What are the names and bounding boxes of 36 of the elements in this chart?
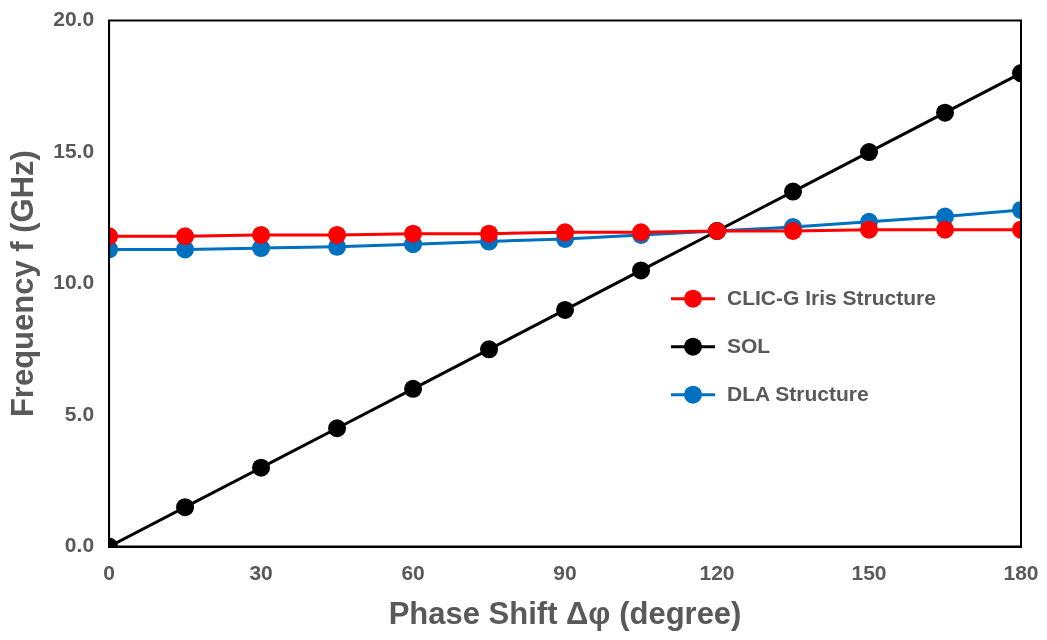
point <box>252 458 271 477</box>
point <box>176 498 195 517</box>
point <box>556 223 575 242</box>
x-tick-label: 150 <box>851 561 887 584</box>
point <box>784 222 803 240</box>
point <box>480 224 499 243</box>
x-tick-label: 30 <box>249 561 273 584</box>
y-tick-label: 10.0 <box>53 270 95 294</box>
x-tick-label: 180 <box>1003 561 1039 584</box>
point <box>936 220 955 239</box>
legend-label: DLA Structure <box>727 381 869 405</box>
point <box>936 103 955 122</box>
point <box>860 220 879 239</box>
point <box>176 227 195 246</box>
x-tick-label: 60 <box>401 561 425 584</box>
x-tick-label: 120 <box>699 561 735 584</box>
point <box>404 379 423 398</box>
x-axis-title: Phase Shift Δφ (degree) <box>388 595 742 631</box>
y-tick-label: 20.0 <box>53 7 95 31</box>
point <box>328 225 347 244</box>
y-tick-label: 5.0 <box>64 401 95 425</box>
point <box>556 300 575 319</box>
x-tick-label: 90 <box>553 561 577 584</box>
y-axis-title: Frequency f (GHz) <box>5 150 41 418</box>
point <box>784 182 803 201</box>
x-tick-label: 0 <box>103 561 115 584</box>
point <box>480 340 499 359</box>
point <box>328 419 347 438</box>
point <box>860 143 879 162</box>
point <box>252 225 271 244</box>
point <box>404 224 423 243</box>
legend-label: SOL <box>727 333 771 357</box>
point <box>632 261 651 280</box>
legend-label: CLIC-G Iris Structure <box>727 285 936 309</box>
y-tick-label: 15.0 <box>53 138 95 162</box>
y-tick-label: 0.0 <box>64 533 95 557</box>
